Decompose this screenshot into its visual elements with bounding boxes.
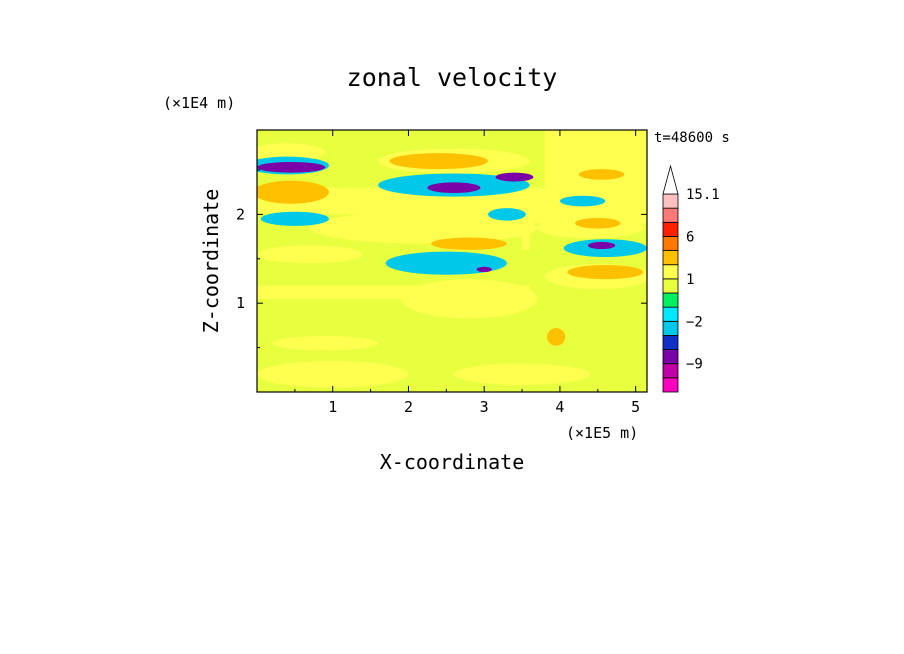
contour-cell: [257, 161, 326, 173]
y-tick-label: 2: [236, 205, 245, 223]
x-tick-label: 4: [555, 398, 564, 416]
contour-cell: [559, 195, 606, 207]
y-axis-label: Z-coordinate: [199, 189, 223, 334]
y-tick-label: 1: [236, 294, 245, 312]
colorbar: 15.1 6 1 −2 −9: [662, 164, 720, 393]
colorbar-swatch: [662, 377, 679, 393]
contour-cell: [257, 245, 364, 264]
contour-field: [257, 130, 647, 392]
colorbar-swatch: [662, 306, 679, 322]
colorbar-swatch: [662, 193, 679, 209]
contour-cell: [257, 360, 409, 388]
contour-cell: [400, 279, 538, 319]
colorbar-label: −9: [686, 357, 703, 373]
colorbar-swatch: [662, 363, 679, 379]
time-label: t=48600 s: [654, 130, 730, 146]
y-axis: 12: [236, 169, 647, 349]
colorbar-label: −2: [686, 314, 703, 330]
y-unit-label: (×1E4 m): [163, 94, 235, 112]
contour-cell: [257, 143, 326, 162]
contour-cell: [578, 169, 625, 180]
contour-cell: [310, 211, 538, 244]
colorbar-swatch: [662, 236, 679, 251]
colorbar-swatch: [662, 335, 679, 350]
colorbar-swatch: [662, 320, 679, 336]
colorbar-extend-triangle: [662, 164, 679, 195]
contour-cell: [575, 217, 621, 229]
colorbar-label: 1: [686, 272, 694, 288]
colorbar-label: 6: [686, 229, 694, 245]
contour-cell: [476, 266, 492, 273]
x-axis: 1 2 3 4 5: [294, 130, 640, 416]
contour-cell: [389, 153, 488, 170]
plot-frame: [256, 129, 648, 393]
contour-cell: [453, 363, 591, 385]
colorbar-label: 15.1: [686, 187, 720, 203]
colorbar-swatch: [662, 250, 679, 266]
colorbar-swatch: [662, 221, 679, 237]
colorbar-swatch: [662, 207, 679, 223]
x-tick-label: 5: [631, 398, 640, 416]
contour-cell: [587, 241, 616, 250]
x-axis-label: X-coordinate: [380, 450, 525, 474]
contour-cell: [257, 180, 329, 204]
contour-cell: [431, 237, 507, 250]
contour-cell: [385, 251, 507, 275]
contour-cell: [272, 336, 379, 351]
contour-cell: [495, 172, 534, 182]
contour-cell: [487, 208, 526, 221]
x-tick-label: 1: [328, 398, 337, 416]
x-tick-label: 2: [404, 398, 413, 416]
contour-cell: [260, 211, 329, 226]
colorbar-swatch: [662, 278, 679, 294]
x-tick-label: 3: [480, 398, 489, 416]
colorbar-swatch: [662, 264, 679, 280]
contour-cell: [567, 264, 644, 280]
colorbar-swatch: [662, 292, 679, 308]
x-unit-label: (×1E5 m): [566, 424, 638, 442]
contour-cell: [427, 182, 481, 194]
chart-title: zonal velocity: [347, 63, 558, 92]
contour-band: [257, 383, 647, 392]
colorbar-swatch: [662, 349, 679, 365]
contour-cell: [547, 328, 566, 346]
